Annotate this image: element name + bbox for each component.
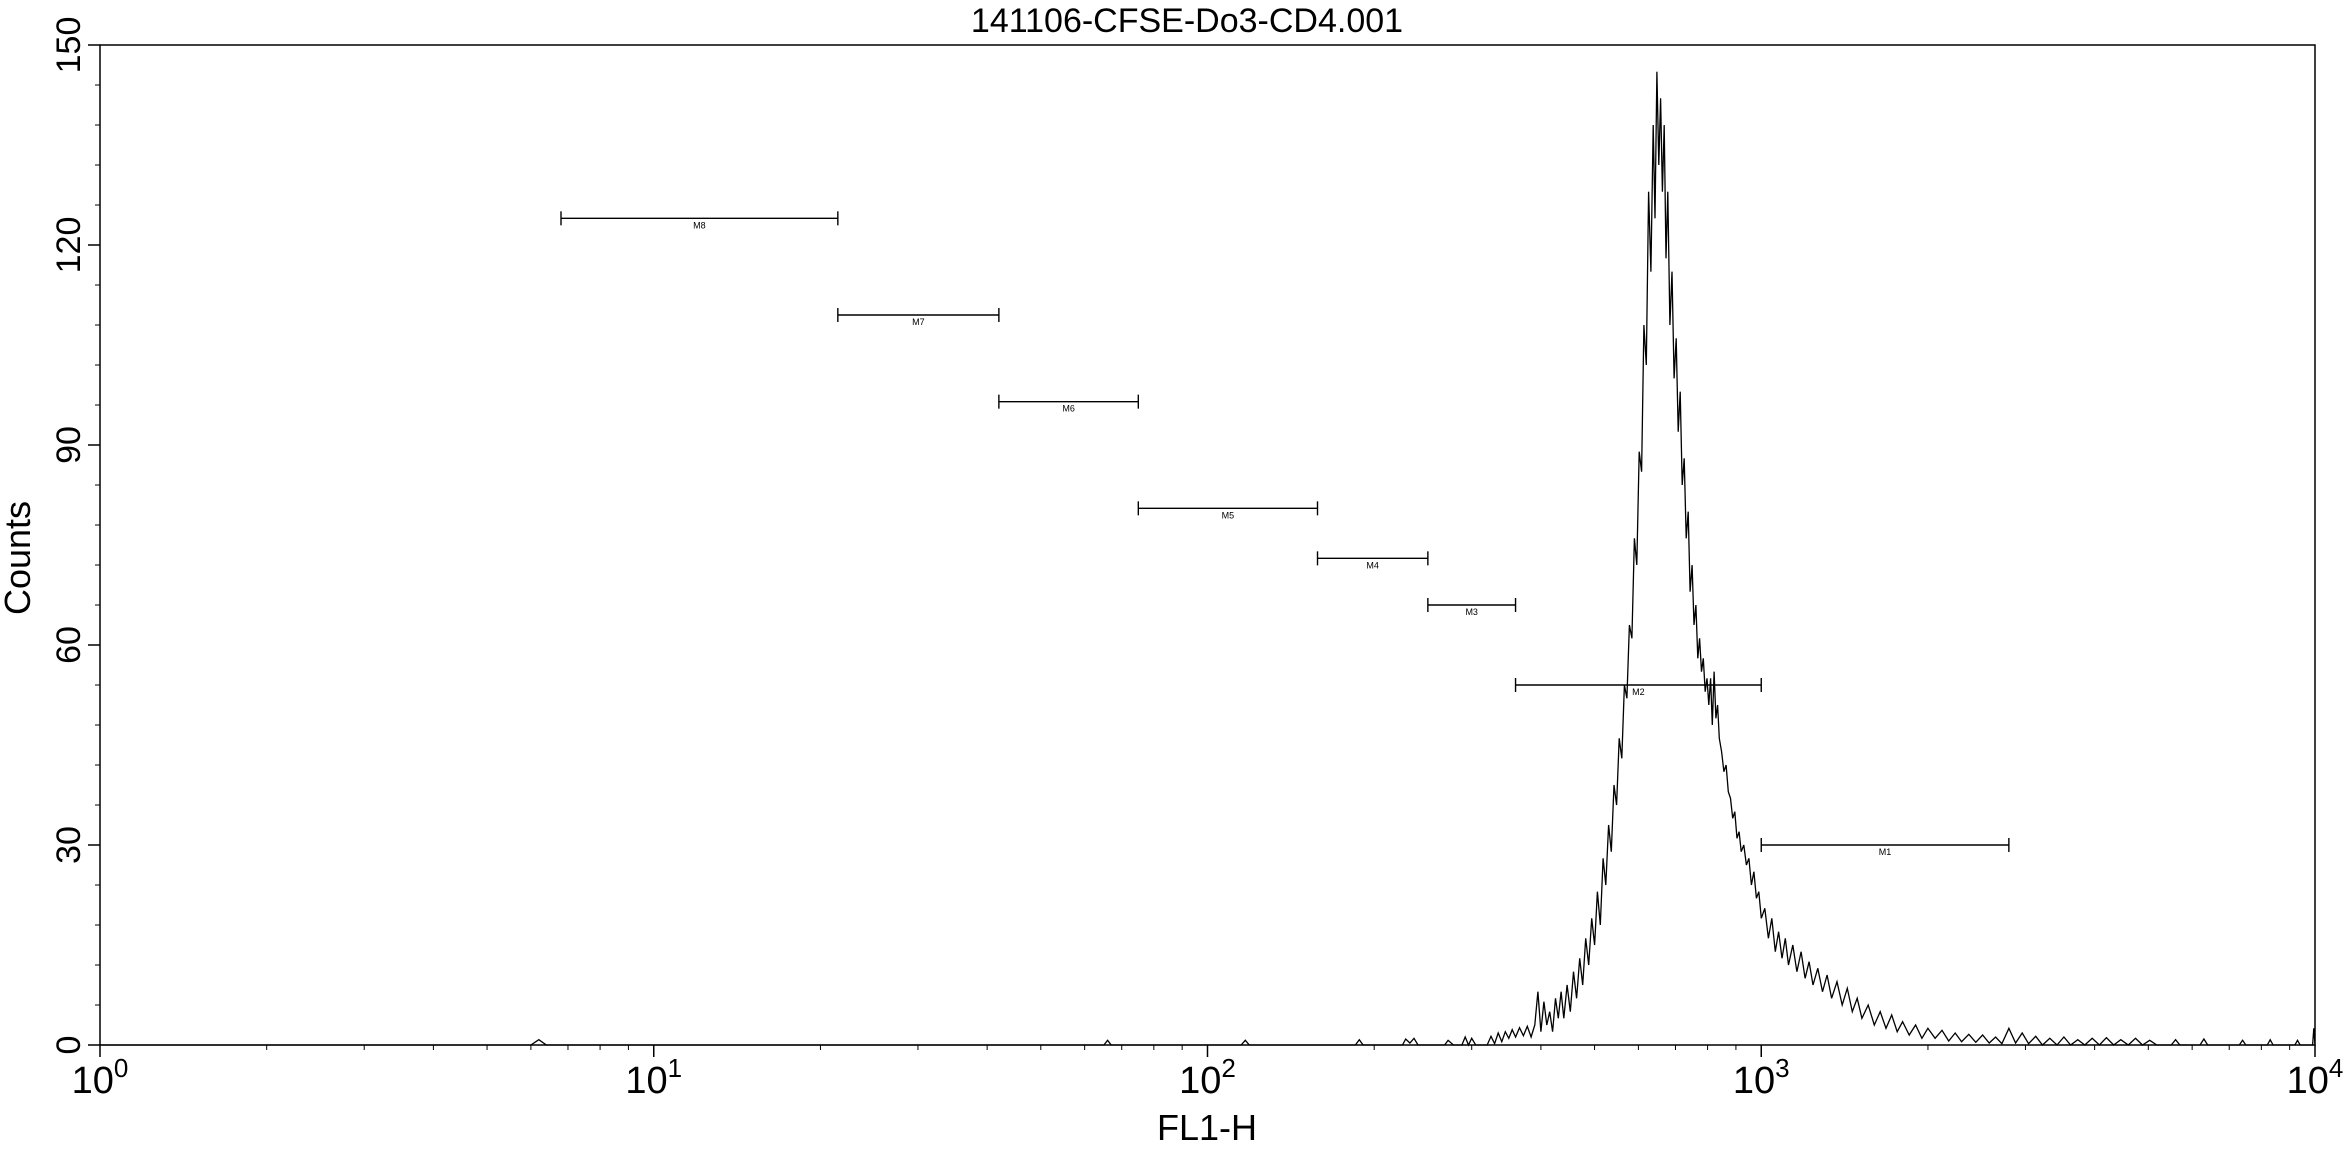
y-axis-label: Counts <box>0 501 38 615</box>
marker-m6: M6 <box>998 394 1140 414</box>
marker-m7: M7 <box>837 308 1000 327</box>
plot-frame <box>99 44 2316 1046</box>
marker-label: M4 <box>1366 560 1379 570</box>
x-tick-label: 101 <box>625 1053 682 1102</box>
marker-m5: M5 <box>1137 501 1319 520</box>
marker-label: M5 <box>1222 510 1235 520</box>
marker-m2: M2 <box>1514 678 1762 697</box>
marker-label: M8 <box>693 220 706 230</box>
marker-m4: M4 <box>1316 551 1429 570</box>
marker-label: M1 <box>1879 847 1892 857</box>
y-tick-label: 30 <box>50 826 88 864</box>
marker-m1: M1 <box>1760 838 2010 857</box>
y-tick-label: 90 <box>50 426 88 464</box>
marker-label: M2 <box>1632 687 1645 697</box>
y-tick-label: 0 <box>50 1036 88 1055</box>
x-tick-label: 100 <box>72 1053 129 1102</box>
x-minor-ticks <box>266 1045 2291 1050</box>
chart-title: 141106-CFSE-Do3-CD4.001 <box>971 2 1403 40</box>
marker-m3: M3 <box>1427 598 1517 617</box>
histogram-line <box>100 71 2316 1047</box>
x-axis-ticks: 100 101 102 103 104 <box>72 1045 2344 1102</box>
x-tick-label: 104 <box>2287 1053 2344 1102</box>
marker-label: M6 <box>1062 404 1075 414</box>
x-axis-label: FL1-H <box>1157 1107 1257 1148</box>
marker-label: M7 <box>912 317 925 327</box>
x-tick-label: 103 <box>1733 1053 1790 1102</box>
y-axis-ticks: 0 30 60 90 120 150 <box>50 17 100 1055</box>
x-tick-label: 102 <box>1179 1053 1236 1102</box>
marker-m8: M8 <box>560 211 839 230</box>
marker-label: M3 <box>1465 607 1478 617</box>
y-tick-label: 120 <box>50 217 88 274</box>
y-tick-label: 60 <box>50 626 88 664</box>
gate-markers: M1 M2 M3 M4 M5 M6 M7 M8 <box>560 211 2010 857</box>
y-tick-label: 150 <box>50 17 88 74</box>
